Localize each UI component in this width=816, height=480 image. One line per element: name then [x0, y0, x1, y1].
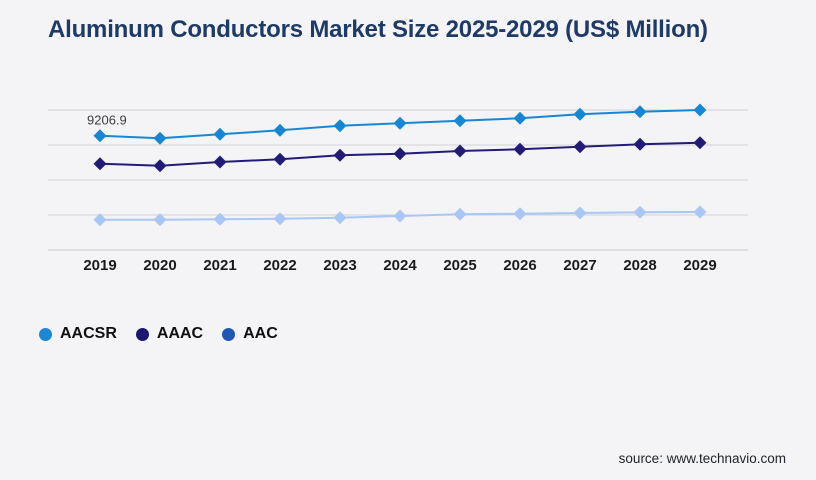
data-point-aaac[interactable]: [513, 142, 527, 156]
source-text: source: www.technavio.com: [618, 451, 786, 466]
legend-item-aaac[interactable]: AAAC: [135, 325, 204, 343]
data-point-aacsr[interactable]: [453, 114, 467, 128]
data-point-aacsr[interactable]: [573, 107, 587, 121]
data-point-aaac[interactable]: [393, 147, 407, 161]
x-tick-label: 2020: [143, 257, 176, 274]
data-point-aacsr[interactable]: [633, 105, 647, 119]
legend-marker-aacsr-icon: [39, 327, 52, 341]
data-point-aacsr[interactable]: [693, 103, 707, 117]
data-point-aac[interactable]: [393, 209, 407, 223]
data-point-aaac[interactable]: [573, 140, 587, 154]
chart-legend: AACSR AAAC AAC: [39, 325, 278, 343]
data-point-aaac[interactable]: [633, 137, 647, 151]
data-point-aac[interactable]: [93, 213, 107, 227]
x-tick-label: 2028: [623, 257, 656, 274]
x-tick-label: 2025: [443, 257, 476, 274]
data-point-aac[interactable]: [333, 211, 347, 225]
x-tick-label: 2023: [323, 257, 356, 274]
data-point-aaac[interactable]: [453, 144, 467, 158]
legend-label-aac: AAC: [243, 325, 278, 342]
data-point-aaac[interactable]: [93, 157, 107, 171]
x-tick-label: 2022: [263, 257, 296, 274]
x-tick-label: 2024: [383, 257, 417, 274]
x-tick-label: 2027: [563, 257, 596, 274]
data-point-aac[interactable]: [693, 205, 707, 219]
legend-marker-aaac-icon: [135, 327, 149, 341]
legend-label-aacsr: AACSR: [60, 325, 117, 342]
data-point-aac[interactable]: [513, 207, 527, 221]
legend-item-aacsr[interactable]: AACSR: [39, 325, 117, 343]
x-tick-label: 2026: [503, 257, 536, 274]
legend-label-aaac: AAAC: [156, 325, 204, 342]
data-point-aaac[interactable]: [153, 159, 167, 173]
data-point-aac[interactable]: [453, 207, 467, 221]
data-point-aac[interactable]: [573, 206, 587, 220]
chart-title: Aluminum Conductors Market Size 2025-202…: [48, 16, 708, 43]
data-point-aaac[interactable]: [213, 155, 227, 169]
data-point-aacsr[interactable]: [153, 131, 167, 145]
data-point-label: 9206.9: [87, 113, 127, 128]
data-point-aac[interactable]: [273, 212, 287, 226]
data-point-aac[interactable]: [213, 212, 227, 226]
data-point-aacsr[interactable]: [273, 123, 287, 137]
x-tick-label: 2029: [683, 257, 716, 274]
data-point-aacsr[interactable]: [213, 127, 227, 141]
data-point-aacsr[interactable]: [333, 119, 347, 133]
legend-marker-aac-icon: [222, 327, 236, 341]
data-point-aacsr[interactable]: [513, 111, 527, 125]
data-point-aaac[interactable]: [693, 136, 707, 150]
data-point-aacsr[interactable]: [93, 129, 107, 143]
legend-item-aac[interactable]: AAC: [222, 325, 278, 343]
data-point-aaac[interactable]: [333, 148, 347, 162]
data-point-aac[interactable]: [633, 205, 647, 219]
x-tick-label: 2021: [203, 257, 236, 274]
data-point-aacsr[interactable]: [393, 116, 407, 130]
data-point-aac[interactable]: [153, 213, 167, 227]
data-point-aaac[interactable]: [273, 152, 287, 166]
x-tick-label: 2019: [83, 257, 116, 274]
